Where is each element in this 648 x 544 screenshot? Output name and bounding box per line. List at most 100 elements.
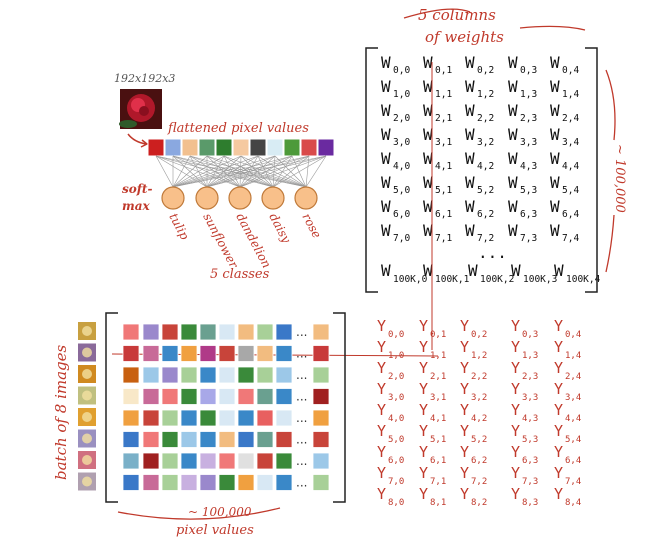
pixel-cell [256, 323, 274, 341]
batch-thumbnails [78, 322, 96, 491]
output-cell: Y [419, 443, 428, 461]
weight-cell: W [508, 125, 518, 144]
output-cell: Y [419, 380, 428, 398]
softmax-label-2: max [122, 199, 150, 213]
batch-matrix: batch of 8 images ......................… [52, 312, 346, 538]
pixel-cell [122, 452, 140, 470]
weight-index: 5,0 [393, 185, 410, 196]
output-cell: Y [460, 401, 469, 419]
dense-connections [155, 155, 327, 188]
pixel-cell [199, 474, 217, 491]
output-cell: Y [511, 380, 520, 398]
weight-index-last: 100K,3 [523, 274, 557, 285]
output-cell: Y [511, 443, 520, 461]
pixel-cell [142, 431, 160, 448]
pixel-cell [180, 366, 198, 384]
pixel-cell [275, 474, 293, 491]
output-index: 7,4 [565, 477, 581, 487]
pixel-cell [275, 452, 293, 470]
output-index: 1,1 [430, 351, 446, 361]
pixel-cell [199, 323, 217, 341]
weight-cell: W [423, 173, 433, 192]
output-cell: Y [377, 380, 386, 398]
pixel-cell [312, 323, 330, 341]
weight-cell: W [381, 53, 391, 72]
output-cell: Y [554, 464, 563, 482]
pixel-cell [122, 474, 140, 491]
weight-cell: W [550, 149, 560, 168]
pixel-cell [237, 366, 255, 384]
output-index: 0,4 [565, 330, 581, 340]
pixel-ellipsis: ... [296, 476, 307, 490]
weight-index: 0,4 [562, 65, 579, 76]
weight-cell: W [465, 125, 475, 144]
pixel-cell [237, 452, 255, 470]
classes-label: 5 classes [210, 267, 270, 282]
pixel-cell [275, 323, 293, 341]
weight-cell: W [508, 77, 518, 96]
output-index: 7,3 [522, 477, 538, 487]
weight-index: 5,2 [477, 185, 494, 196]
output-index: 7,1 [430, 477, 446, 487]
weight-cell: W [381, 173, 391, 192]
neuron-rose [294, 186, 318, 210]
weight-cell: W [508, 101, 518, 120]
output-neurons [161, 186, 318, 210]
weight-cell: W [550, 173, 560, 192]
weight-index: 3,0 [393, 137, 410, 148]
pixel-cell [142, 388, 160, 405]
weight-index: 1,0 [393, 89, 410, 100]
pixel-cell [218, 323, 236, 341]
weights-matrix: 5 columns of weights W 0,0 W 0,1 W 0,2 W 0,3 W 0,… [365, 6, 627, 293]
flat-pixel [215, 138, 233, 157]
weight-index: 0,1 [435, 65, 452, 76]
output-cell: Y [511, 401, 520, 419]
image-size-label: 192x192x3 [114, 72, 175, 85]
output-index: 0,0 [388, 330, 404, 340]
pixel-cell [199, 345, 217, 362]
output-index: 5,1 [430, 435, 446, 445]
output-index: 4,1 [430, 414, 446, 424]
output-cell: Y [554, 380, 563, 398]
pixel-cell [256, 409, 274, 427]
output-cell: Y [377, 401, 386, 419]
weight-cell-last: W [511, 261, 521, 280]
weight-index: 3,3 [520, 137, 537, 148]
pixel-cell [180, 452, 198, 470]
weight-index: 4,2 [477, 161, 494, 172]
pixel-cell [275, 345, 293, 362]
weight-index: 3,4 [562, 137, 579, 148]
pixel-cell [199, 366, 217, 384]
output-index: 7,0 [388, 477, 404, 487]
output-index: 6,4 [565, 456, 581, 466]
pixel-cell [142, 323, 160, 341]
class-label-tulip: tulip [166, 211, 192, 242]
output-index: 8,4 [565, 498, 581, 508]
weights-ellipsis: ... [478, 243, 507, 262]
pixel-ellipsis: ... [296, 454, 307, 468]
output-cell: Y [460, 338, 469, 356]
pixel-cell [256, 366, 274, 384]
weight-index: 6,3 [520, 209, 537, 220]
weight-cell: W [381, 221, 391, 240]
weights-cells: W 0,0 W 0,1 W 0,2 W 0,3 W 0,4W 1,0 W 1,1 W 1,2 W 1,3 W 1,4… [381, 53, 601, 285]
weight-index: 2,2 [477, 113, 494, 124]
output-index: 4,4 [565, 414, 581, 424]
rose-photo [119, 89, 162, 129]
output-cell: Y [460, 317, 469, 335]
weight-index: 0,0 [393, 65, 410, 76]
weight-index: 5,3 [520, 185, 537, 196]
pixel-cell [199, 388, 217, 405]
flat-pixel [147, 138, 165, 157]
output-index: 4,2 [471, 414, 487, 424]
batch-left-bracket [105, 312, 118, 503]
pixel-cell [312, 431, 330, 448]
weight-index: 3,1 [435, 137, 452, 148]
flat-pixel [249, 138, 267, 157]
neuron-dandelion [228, 186, 252, 210]
output-cell: Y [511, 422, 520, 440]
weight-index: 2,4 [562, 113, 579, 124]
weight-index: 4,3 [520, 161, 537, 172]
output-index: 2,1 [430, 372, 446, 382]
pixel-cell [256, 474, 274, 491]
